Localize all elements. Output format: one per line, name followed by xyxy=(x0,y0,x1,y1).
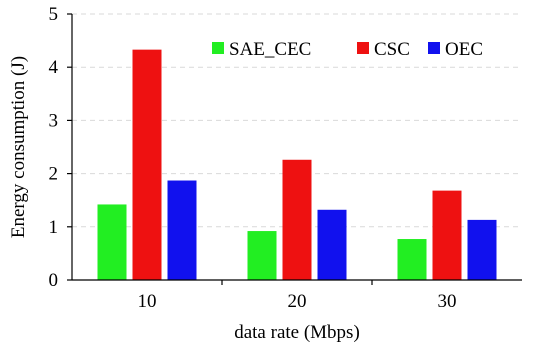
bar-oec-10 xyxy=(167,180,197,280)
bar-sae_cec-20 xyxy=(247,231,277,280)
legend-label-sae_cec: SAE_CEC xyxy=(229,39,311,60)
legend-swatch-sae_cec xyxy=(212,42,224,54)
legend-swatch-csc xyxy=(357,42,369,54)
x-tick-labels: 10 20 30 xyxy=(138,280,457,312)
x-tick-label: 20 xyxy=(288,291,307,312)
x-tick-label: 30 xyxy=(438,291,457,312)
y-tick-label: 2 xyxy=(49,164,59,185)
bar-sae_cec-30 xyxy=(397,239,427,280)
x-axis-label: data rate (Mbps) xyxy=(234,322,360,343)
y-axis-label: Energy consumption (J) xyxy=(8,56,29,238)
bar-csc-20 xyxy=(282,159,312,280)
y-tick-label: 1 xyxy=(49,217,59,238)
y-tick-label: 0 xyxy=(49,270,59,291)
bar-oec-20 xyxy=(317,209,347,280)
legend: SAE_CEC CSC OEC xyxy=(212,39,483,60)
bar-sae_cec-10 xyxy=(97,204,127,280)
bar-csc-30 xyxy=(432,190,462,280)
bar-oec-30 xyxy=(467,219,497,280)
bar-csc-10 xyxy=(132,49,162,281)
bars xyxy=(97,49,497,281)
legend-label-oec: OEC xyxy=(445,39,483,60)
y-tick-label: 3 xyxy=(49,110,59,131)
y-tick-label: 4 xyxy=(49,57,59,78)
y-tick-labels: 0 1 2 3 4 5 xyxy=(49,4,72,291)
axes xyxy=(71,14,522,281)
x-tick-label: 10 xyxy=(138,291,157,312)
legend-label-csc: CSC xyxy=(374,39,410,60)
y-tick-label: 5 xyxy=(49,4,59,25)
legend-swatch-oec xyxy=(428,42,440,54)
